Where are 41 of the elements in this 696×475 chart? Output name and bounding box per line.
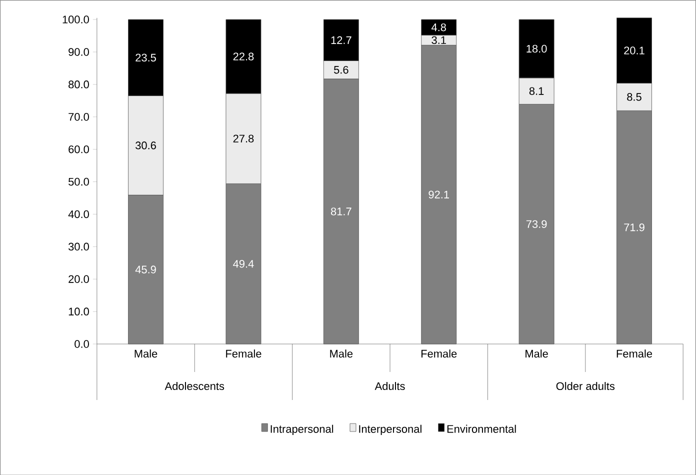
data-label: 4.8 xyxy=(431,23,446,32)
data-label: 23.5 xyxy=(136,54,156,62)
data-label: 8.1 xyxy=(529,87,544,95)
text: Adults xyxy=(374,382,405,390)
legend-label: Interpersonal xyxy=(359,424,422,435)
x-tick-label: Female xyxy=(226,349,262,358)
text: Adolescents xyxy=(164,382,224,390)
data-label: 5.6 xyxy=(334,66,348,74)
data-label: 27.8 xyxy=(233,134,254,142)
y-tick-label: 90.0 xyxy=(68,48,89,56)
x-tick-label: Male xyxy=(330,349,353,358)
y-tick-label: 20.0 xyxy=(68,275,89,283)
data-label: 49.4 xyxy=(233,260,254,268)
x-tick-label: Female xyxy=(616,349,652,358)
data-label: 12.7 xyxy=(331,36,352,44)
data-label: 81.7 xyxy=(330,207,352,216)
y-tick-label: 70.0 xyxy=(68,112,89,121)
data-label: 22.8 xyxy=(233,52,254,60)
data-label: 8.5 xyxy=(627,92,642,101)
data-label: 20.1 xyxy=(624,46,644,54)
x-tick-label: Male xyxy=(134,349,158,358)
y-tick-label: 10.0 xyxy=(68,308,89,316)
data-label: 73.9 xyxy=(526,220,547,228)
y-tick-label: 40.0 xyxy=(68,210,89,218)
data-label: 92.1 xyxy=(428,190,449,198)
text: Older adults xyxy=(556,382,615,390)
data-label: 30.6 xyxy=(136,141,156,150)
y-tick-label: 30.0 xyxy=(68,242,89,250)
y-tick-label: 0.0 xyxy=(74,340,89,348)
y-tick-label: 80.0 xyxy=(68,80,89,88)
data-label: 18.0 xyxy=(526,44,547,52)
legend-label: Intrapersonal xyxy=(270,424,334,435)
x-tick-label: Male xyxy=(526,349,548,358)
data-label: 3.1 xyxy=(432,36,446,44)
y-tick-label: 60.0 xyxy=(68,145,89,154)
legend-label: Environmental xyxy=(447,424,516,433)
data-label: 45.9 xyxy=(135,266,156,274)
x-tick-label: Female xyxy=(421,349,457,358)
y-tick-label: 100.0 xyxy=(62,15,89,24)
y-tick-label: 50.0 xyxy=(68,178,89,186)
data-label: 71.9 xyxy=(624,223,644,232)
